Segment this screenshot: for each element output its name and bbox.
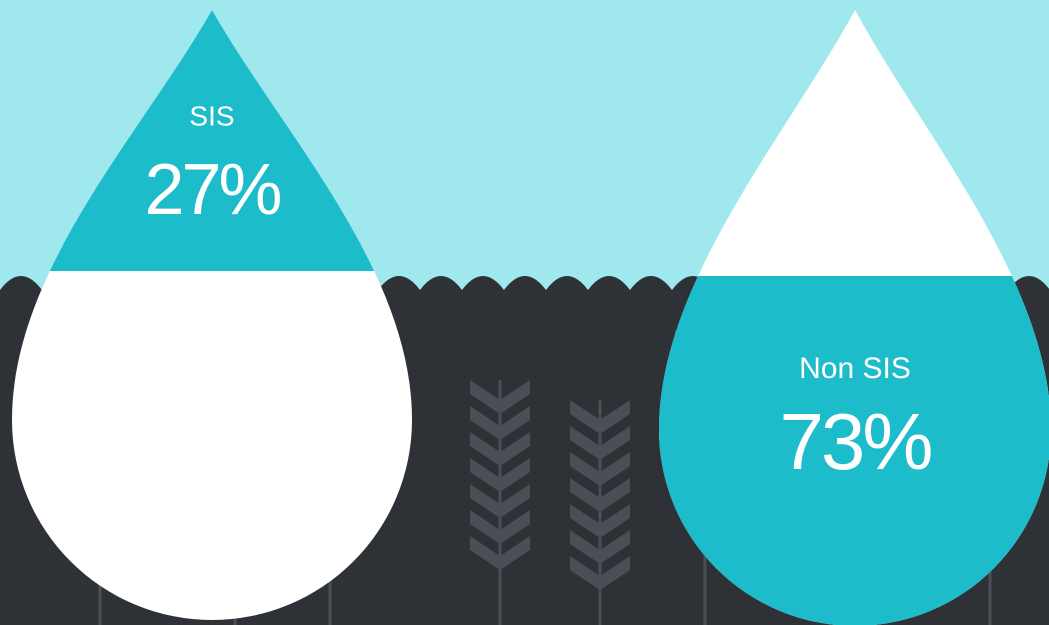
drop-fill [659, 276, 1049, 625]
grain [470, 380, 530, 414]
grain [470, 432, 530, 466]
grain [570, 556, 630, 590]
value-label: 27% [144, 150, 280, 230]
value-label: 73% [779, 397, 931, 486]
grain [470, 484, 530, 518]
category-label: SIS [189, 100, 234, 131]
grain [470, 406, 530, 440]
grain [570, 400, 630, 434]
grain [470, 458, 530, 492]
grain [570, 426, 630, 460]
drop [12, 10, 412, 620]
grain [570, 530, 630, 564]
grain [570, 504, 630, 538]
category-label: Non SIS [799, 352, 911, 385]
grain [570, 452, 630, 486]
grain [470, 536, 530, 570]
grain [470, 510, 530, 544]
grain [570, 478, 630, 512]
